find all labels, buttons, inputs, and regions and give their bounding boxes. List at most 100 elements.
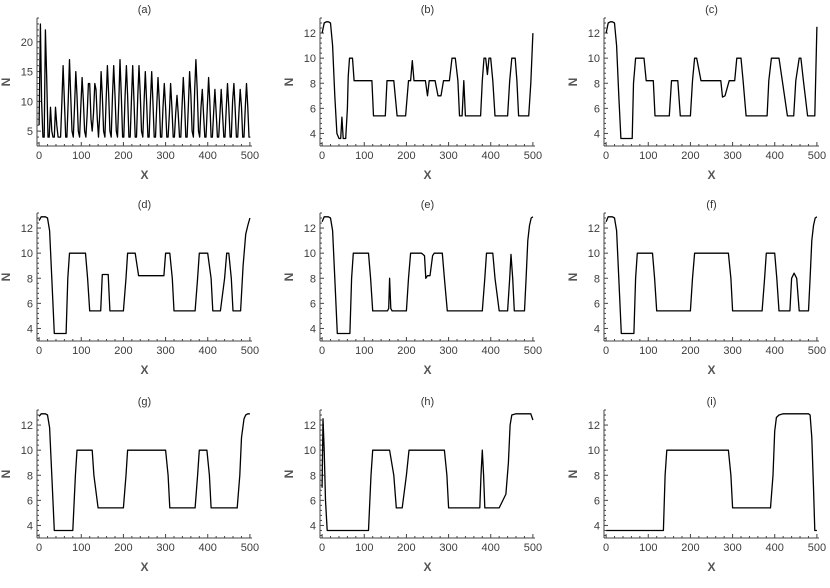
x-tick-label: 500 xyxy=(241,542,259,554)
y-axis-label: N xyxy=(0,78,13,87)
y-tick-label: 4 xyxy=(594,323,600,335)
y-tick-label: 10 xyxy=(21,248,33,260)
y-tick-label: 10 xyxy=(21,96,33,108)
x-axis-label: X xyxy=(140,363,148,377)
x-tick-label: 300 xyxy=(156,345,174,357)
y-tick-label: 12 xyxy=(588,223,600,235)
y-tick-label: 6 xyxy=(594,103,600,115)
x-tick-label: 400 xyxy=(766,542,784,554)
y-tick-label: 4 xyxy=(310,520,316,532)
x-tick-label: 300 xyxy=(156,542,174,554)
x-tick-label: 0 xyxy=(319,345,325,357)
x-tick-label: 0 xyxy=(36,542,42,554)
x-tick-label: 300 xyxy=(439,150,457,162)
x-tick-label: 100 xyxy=(72,542,90,554)
panel-title: (h) xyxy=(421,396,434,408)
series-line xyxy=(606,413,817,532)
y-tick-label: 10 xyxy=(304,53,316,65)
panel-e: (e) 0 100 200 300 400 500 4 6 8 10 12 X N xyxy=(282,199,542,377)
x-tick-label: 300 xyxy=(156,150,174,162)
x-tick-label: 100 xyxy=(72,345,90,357)
panel-a: (a) 0 100 200 300 400 500 5 10 15 20 X N xyxy=(0,4,259,182)
x-tick-label: 300 xyxy=(439,542,457,554)
x-axis-label: X xyxy=(140,560,148,574)
y-tick-label: 8 xyxy=(594,273,600,285)
series-line xyxy=(605,216,818,335)
y-tick-label: 15 xyxy=(21,67,33,79)
series-line xyxy=(38,413,250,532)
y-axis-label: N xyxy=(0,273,13,282)
panel-title: (d) xyxy=(138,199,151,211)
y-tick-label: 10 xyxy=(304,248,316,260)
x-axis-label: X xyxy=(140,168,148,182)
x-tick-label: 0 xyxy=(603,345,609,357)
x-tick-label: 500 xyxy=(241,150,259,162)
x-tick-label: 0 xyxy=(36,345,42,357)
x-tick-label: 100 xyxy=(355,150,373,162)
x-tick-label: 200 xyxy=(397,345,415,357)
x-tick-label: 400 xyxy=(482,345,500,357)
axes xyxy=(319,17,535,147)
series-line xyxy=(38,216,251,335)
axes xyxy=(603,17,819,147)
y-axis-label: N xyxy=(566,470,580,479)
y-tick-label: 6 xyxy=(310,495,316,507)
x-tick-label: 300 xyxy=(723,345,741,357)
x-tick-label: 500 xyxy=(808,150,826,162)
x-tick-label: 400 xyxy=(199,345,217,357)
x-tick-label: 300 xyxy=(439,345,457,357)
y-axis-label: N xyxy=(0,470,13,479)
panel-c: (c) 0 100 200 300 400 500 4 6 8 10 12 X N xyxy=(566,4,826,182)
y-axis-label: N xyxy=(566,78,580,87)
x-tick-label: 100 xyxy=(639,150,657,162)
y-tick-label: 4 xyxy=(27,323,33,335)
x-tick-label: 200 xyxy=(681,542,699,554)
y-tick-label: 8 xyxy=(310,78,316,90)
y-tick-label: 4 xyxy=(310,323,316,335)
panel-g: (g) 0 100 200 300 400 500 4 6 8 10 12 X N xyxy=(0,396,259,574)
axes xyxy=(36,17,252,147)
y-tick-label: 12 xyxy=(304,223,316,235)
x-tick-label: 200 xyxy=(114,345,132,357)
y-axis-label: N xyxy=(566,273,580,282)
y-axis-label: N xyxy=(282,470,296,479)
series-line xyxy=(321,216,534,335)
y-tick-label: 10 xyxy=(588,248,600,260)
axes xyxy=(36,409,252,539)
y-tick-label: 8 xyxy=(27,273,33,285)
x-tick-label: 400 xyxy=(766,150,784,162)
axes xyxy=(36,212,252,342)
x-tick-label: 500 xyxy=(241,345,259,357)
panel-title: (i) xyxy=(707,396,717,408)
panel-b: (b) 0 100 200 300 400 500 4 6 8 10 12 X N xyxy=(282,4,542,182)
y-tick-label: 10 xyxy=(21,445,33,457)
x-tick-label: 300 xyxy=(723,542,741,554)
x-tick-label: 500 xyxy=(524,150,542,162)
y-tick-label: 6 xyxy=(594,298,600,310)
series-line xyxy=(38,23,251,138)
panel-title: (c) xyxy=(705,4,718,16)
y-tick-label: 4 xyxy=(594,520,600,532)
y-tick-label: 10 xyxy=(304,445,316,457)
series-line xyxy=(321,413,534,532)
x-axis-label: X xyxy=(423,168,431,182)
series-line xyxy=(321,21,534,140)
axes xyxy=(319,212,535,342)
x-tick-label: 100 xyxy=(72,150,90,162)
x-tick-label: 400 xyxy=(199,150,217,162)
x-axis-label: X xyxy=(707,168,715,182)
panel-title: (e) xyxy=(421,199,434,211)
series-line xyxy=(605,21,818,140)
x-axis-label: X xyxy=(707,560,715,574)
x-tick-label: 0 xyxy=(603,150,609,162)
panel-f: (f) 0 100 200 300 400 500 4 6 8 10 12 X N xyxy=(566,199,826,377)
x-tick-label: 500 xyxy=(808,345,826,357)
y-tick-label: 12 xyxy=(588,420,600,432)
y-tick-label: 12 xyxy=(21,223,33,235)
panel-title: (b) xyxy=(421,4,434,16)
panel-i: (i) 0 100 200 300 400 500 4 6 8 10 12 X N xyxy=(566,396,826,574)
x-tick-label: 400 xyxy=(482,542,500,554)
panel-title: (f) xyxy=(706,199,716,211)
x-tick-label: 500 xyxy=(524,345,542,357)
x-tick-label: 200 xyxy=(397,542,415,554)
